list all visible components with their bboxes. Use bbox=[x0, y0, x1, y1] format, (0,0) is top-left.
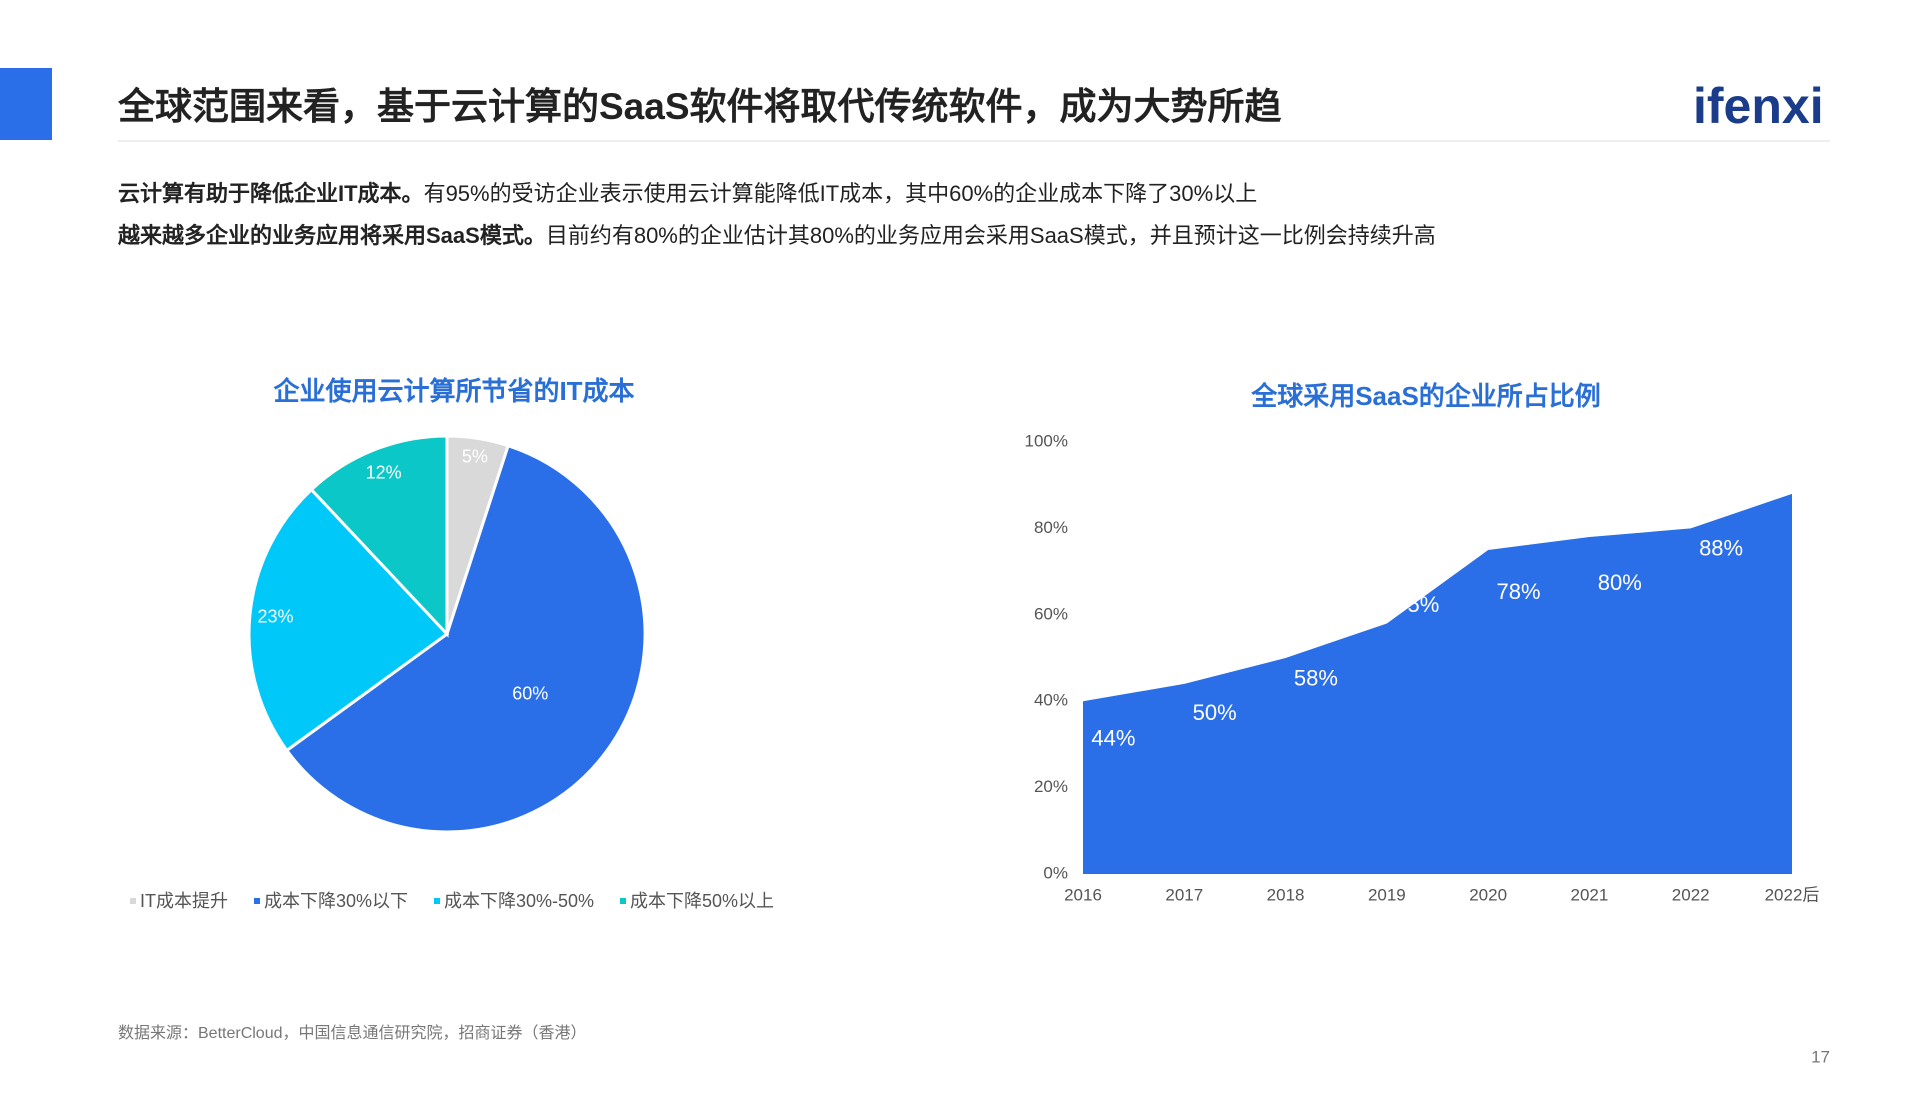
bullet: 越来越多企业的业务应用将采用SaaS模式。目前约有80%的企业估计其80%的业务… bbox=[117, 223, 1436, 248]
y-tick-label: 80% bbox=[1034, 518, 1068, 537]
x-tick-label: 2021 bbox=[1571, 885, 1609, 904]
legend-swatch bbox=[130, 898, 136, 904]
chart-title: 企业使用云计算所节省的IT成本 bbox=[273, 376, 634, 406]
y-tick-label: 100% bbox=[1025, 431, 1068, 450]
bullet: 云计算有助于降低企业IT成本。有95%的受访企业表示使用云计算能降低IT成本，其… bbox=[118, 181, 1257, 206]
data-label: 23% bbox=[257, 607, 293, 627]
data-label: 78% bbox=[1497, 579, 1541, 604]
legend-swatch bbox=[254, 898, 260, 904]
legend-label: IT成本提升 bbox=[140, 891, 228, 911]
header-accent bbox=[0, 68, 52, 140]
pie-slice bbox=[309, 434, 449, 638]
area bbox=[1083, 493, 1792, 874]
bullet-text: 目前约有80%的企业估计其80%的业务应用会采用SaaS模式，并且预计这一比例会… bbox=[546, 223, 1436, 248]
data-label: 58% bbox=[1294, 665, 1338, 690]
x-tick-label: 2019 bbox=[1368, 885, 1406, 904]
bullet-bold: 越来越多企业的业务应用将采用SaaS模式。 bbox=[117, 223, 546, 248]
data-label: 88% bbox=[1699, 536, 1743, 561]
legend-label: 成本下降50%以上 bbox=[630, 891, 774, 911]
data-label: 60% bbox=[512, 683, 548, 703]
page-title: 全球范围来看，基于云计算的SaaS软件将取代传统软件，成为大势所趋 bbox=[117, 85, 1282, 127]
legend-swatch bbox=[620, 898, 626, 904]
data-label: 44% bbox=[1091, 726, 1135, 751]
logo: ifenxi bbox=[1693, 78, 1824, 134]
chart-title: 全球采用SaaS的企业所占比例 bbox=[1250, 381, 1601, 411]
data-label: 80% bbox=[1598, 570, 1642, 595]
legend-label: 成本下降30%以下 bbox=[264, 891, 408, 911]
x-tick-label: 2016 bbox=[1064, 885, 1102, 904]
x-tick-label: 2022后 bbox=[1765, 885, 1820, 904]
y-tick-label: 60% bbox=[1034, 604, 1068, 623]
page-number: 17 bbox=[1811, 1047, 1830, 1066]
x-tick-label: 2022 bbox=[1672, 885, 1710, 904]
x-tick-label: 2020 bbox=[1469, 885, 1507, 904]
legend-swatch bbox=[434, 898, 440, 904]
legend-label: 成本下降30%-50% bbox=[444, 891, 594, 911]
data-label: 12% bbox=[366, 463, 402, 483]
x-tick-label: 2018 bbox=[1267, 885, 1305, 904]
y-tick-label: 0% bbox=[1043, 863, 1068, 882]
source: 数据来源：BetterCloud，中国信息通信研究院，招商证券（香港） bbox=[118, 1024, 587, 1042]
pie-slice bbox=[247, 487, 450, 753]
data-label: 5% bbox=[462, 447, 488, 467]
y-tick-label: 40% bbox=[1034, 691, 1068, 710]
y-tick-label: 20% bbox=[1034, 777, 1068, 796]
bullet-text: 有95%的受访企业表示使用云计算能降低IT成本，其中60%的企业成本下降了30%… bbox=[424, 181, 1258, 206]
data-label: 50% bbox=[1193, 700, 1237, 725]
data-label: 75% bbox=[1395, 592, 1439, 617]
x-tick-label: 2017 bbox=[1165, 885, 1203, 904]
pie-slice bbox=[284, 443, 647, 834]
bullet-bold: 云计算有助于降低企业IT成本。 bbox=[118, 181, 424, 206]
